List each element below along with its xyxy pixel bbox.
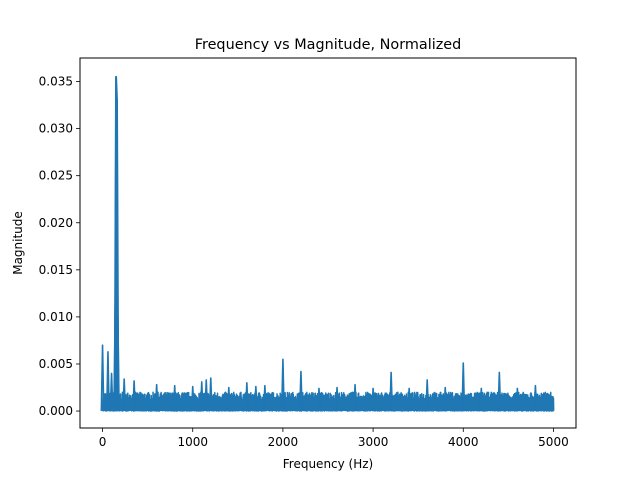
- data-layer: [100, 75, 555, 412]
- peak-spike: [461, 362, 466, 412]
- peak-spike: [204, 379, 209, 412]
- x-tick-label: 3000: [358, 435, 389, 449]
- main-peak-line: [113, 75, 120, 407]
- peak-spike: [407, 387, 412, 412]
- x-tick-label: 0: [99, 435, 107, 449]
- peak-spike: [190, 385, 195, 412]
- peak-spike: [497, 371, 502, 412]
- x-tick-label: 5000: [538, 435, 569, 449]
- peak-spike: [515, 387, 520, 412]
- peak-spike: [100, 344, 105, 412]
- peak-spike: [132, 380, 137, 412]
- peak-spike: [109, 372, 114, 412]
- x-tick-label: 2000: [268, 435, 299, 449]
- y-tick-label: 0.000: [39, 404, 73, 418]
- y-tick-label: 0.010: [39, 310, 73, 324]
- x-axis: 0 1000 2000 3000 4000 5000: [99, 428, 569, 449]
- peak-spike: [443, 386, 448, 412]
- peak-spike: [208, 377, 213, 412]
- chart-title: Frequency vs Magnitude, Normalized: [195, 37, 462, 53]
- peak-spike: [479, 387, 484, 412]
- peak-spike: [253, 385, 258, 412]
- plot-frame: [79, 57, 577, 429]
- noise-floor-line: [101, 391, 555, 412]
- peak-spike: [371, 387, 376, 412]
- peak-spike: [280, 358, 285, 412]
- peak-spike: [172, 384, 177, 412]
- x-axis-label: Frequency (Hz): [283, 457, 374, 471]
- y-tick-label: 0.020: [39, 216, 73, 230]
- peak-spike: [262, 384, 267, 412]
- peak-spike: [154, 383, 159, 412]
- peak-spike: [122, 378, 127, 412]
- peak-spike: [335, 386, 340, 412]
- peak-spike: [105, 350, 110, 412]
- peak-spike: [199, 381, 204, 412]
- y-tick-label: 0.035: [39, 75, 73, 89]
- x-tick-label: 4000: [448, 435, 479, 449]
- y-tick-label: 0.030: [39, 122, 73, 136]
- peak-spike: [353, 383, 358, 412]
- x-tick-label: 1000: [177, 435, 208, 449]
- y-tick-label: 0.005: [39, 357, 73, 371]
- peak-spike: [425, 379, 430, 412]
- peak-spike: [533, 384, 538, 412]
- peak-spike: [298, 370, 303, 412]
- peak-spike: [244, 382, 249, 412]
- peak-spike: [316, 387, 321, 412]
- y-axis: 0.000 0.005 0.010 0.015 0.020 0.025 0.030 0.035: [39, 75, 80, 418]
- y-axis-label: Magnitude: [11, 211, 25, 275]
- peak-spike: [226, 386, 231, 412]
- y-tick-label: 0.015: [39, 263, 73, 277]
- peak-spike: [389, 371, 394, 412]
- y-tick-label: 0.025: [39, 169, 73, 183]
